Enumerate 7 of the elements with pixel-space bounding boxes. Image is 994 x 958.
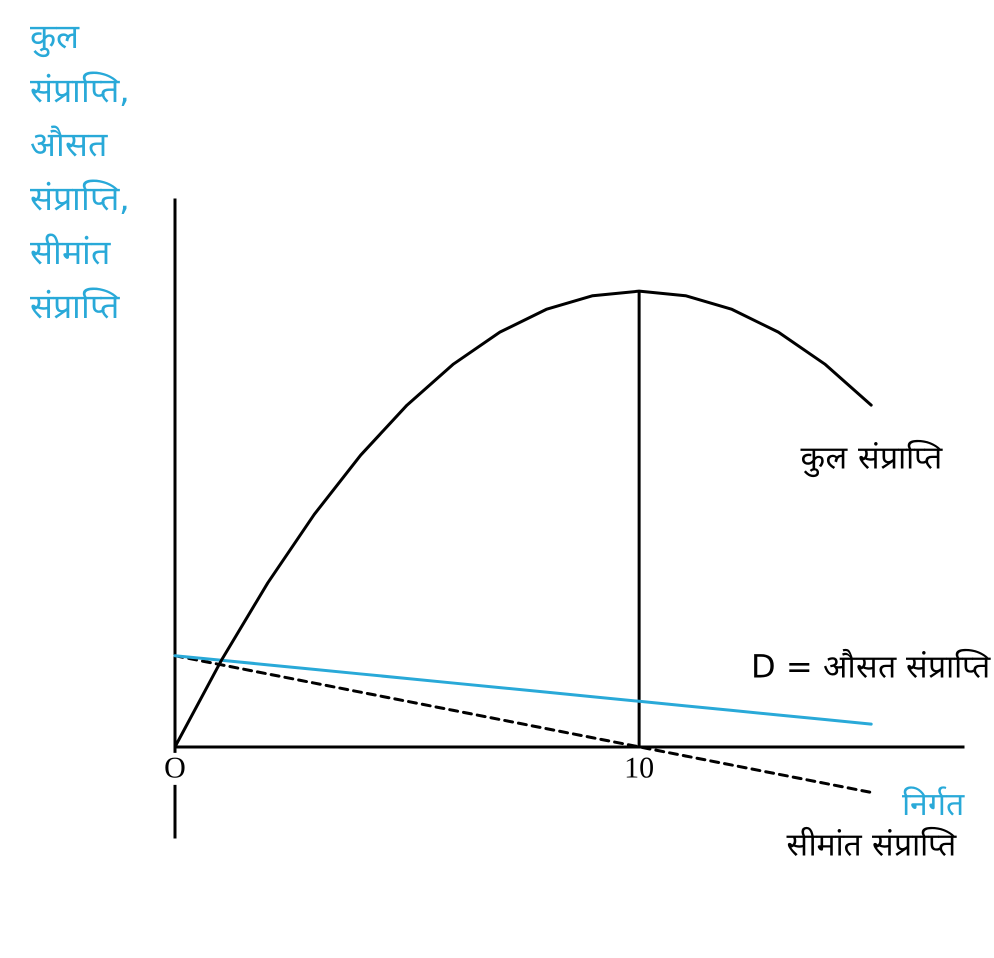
series-label: कुल संप्राप्ति (800, 438, 943, 478)
y-axis-title: कुल संप्राप्ति, औसत संप्राप्ति, सीमांत संप्राप्ति (30, 16, 131, 329)
x-axis-title: निर्गत (902, 785, 965, 824)
x-tick-label: 10 (624, 752, 654, 785)
series-label: सीमांत संप्राप्ति (786, 826, 957, 864)
x-tick-label: O (164, 752, 186, 785)
series-label: D = औसत संप्राप्ति (751, 647, 991, 686)
